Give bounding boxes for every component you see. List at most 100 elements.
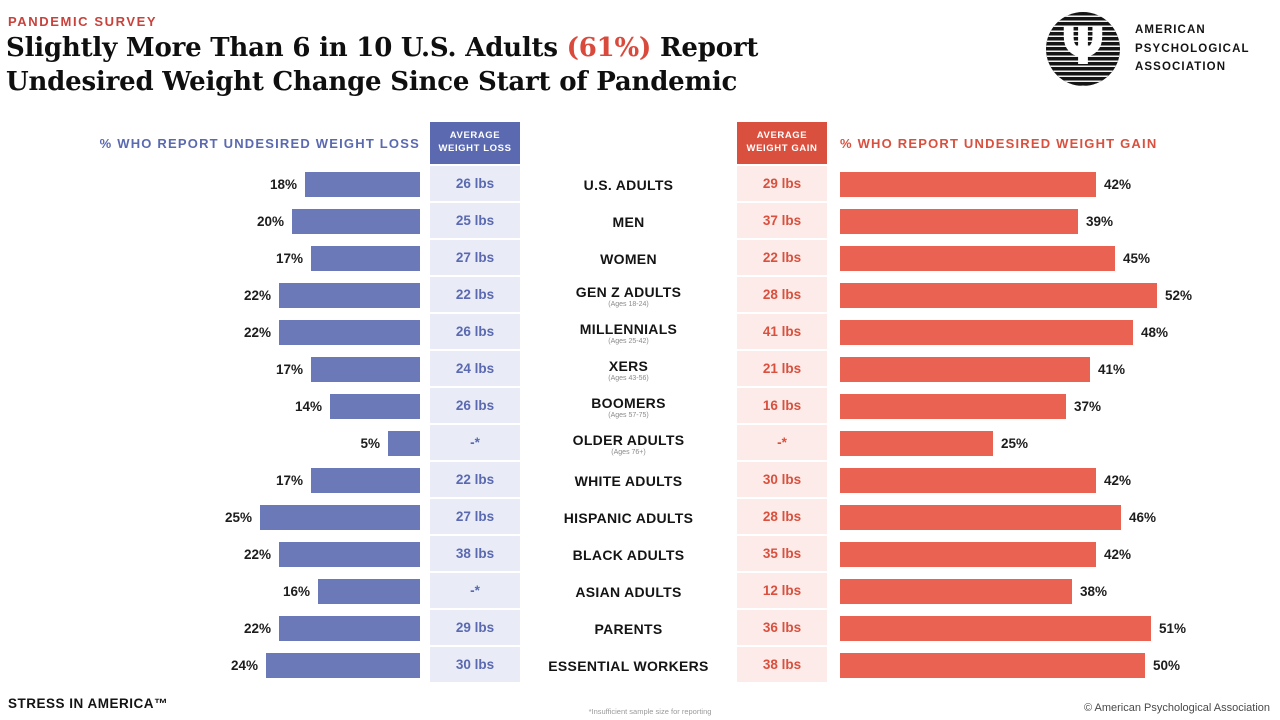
- gain-bar: [840, 431, 993, 456]
- avg-gain-value: 41 lbs: [762, 324, 802, 339]
- category-cell: PARENTS: [520, 621, 737, 637]
- weight-loss-zone: 14%: [0, 394, 420, 419]
- logo-stripes-decoration: [1046, 12, 1120, 86]
- chart-row: 16% -* ASIAN ADULTS 12 lbs 38%: [0, 573, 1280, 610]
- avg-loss-value: -*: [470, 583, 480, 598]
- gain-bar: [840, 468, 1096, 493]
- weight-gain-zone: 37%: [827, 394, 1280, 419]
- loss-percent-label: 25%: [224, 510, 252, 525]
- avg-gain-cell: 22 lbs: [737, 240, 827, 277]
- avg-weight-loss-header: AVERAGE WEIGHT LOSS: [430, 122, 520, 164]
- category-cell: U.S. ADULTS: [520, 177, 737, 193]
- title-pre: Slightly More Than 6 in 10 U.S. Adults: [6, 33, 567, 63]
- avg-loss-value: 27 lbs: [455, 250, 495, 265]
- chart-row: 17% 22 lbs WHITE ADULTS 30 lbs 42%: [0, 462, 1280, 499]
- gain-bar: [840, 320, 1133, 345]
- gain-percent-label: 45%: [1123, 251, 1151, 266]
- gain-bar: [840, 616, 1151, 641]
- weight-loss-zone: 16%: [0, 579, 420, 604]
- avg-gain-value: 28 lbs: [762, 509, 802, 524]
- weight-gain-zone: 46%: [827, 505, 1280, 530]
- avg-gain-cell: 21 lbs: [737, 351, 827, 388]
- gain-percent-label: 37%: [1074, 399, 1102, 414]
- loss-percent-label: 17%: [275, 473, 303, 488]
- weight-gain-zone: 41%: [827, 357, 1280, 382]
- avg-weight-gain-header: AVERAGE WEIGHT GAIN: [737, 122, 827, 164]
- gain-bar: [840, 653, 1145, 678]
- avg-gain-cell: 30 lbs: [737, 462, 827, 499]
- avg-gain-cell: 41 lbs: [737, 314, 827, 351]
- avg-loss-cell: -*: [430, 425, 520, 462]
- category-cell: MEN: [520, 214, 737, 230]
- avg-gain-value: 16 lbs: [762, 398, 802, 413]
- gain-percent-label: 48%: [1141, 325, 1169, 340]
- diverging-bar-chart: % WHO REPORT UNDESIRED WEIGHT LOSS AVERA…: [0, 122, 1280, 684]
- weight-loss-zone: 5%: [0, 431, 420, 456]
- avg-gain-cell: 16 lbs: [737, 388, 827, 425]
- avg-gain-value: 30 lbs: [762, 472, 802, 487]
- gain-bar: [840, 579, 1072, 604]
- apa-psi-icon: Ψ: [1046, 12, 1120, 86]
- weight-gain-zone: 51%: [827, 616, 1280, 641]
- apa-logo: Ψ AMERICAN PSYCHOLOGICAL ASSOCIATION: [1046, 12, 1250, 86]
- weight-gain-zone: 39%: [827, 209, 1280, 234]
- loss-bar: [305, 172, 420, 197]
- chart-row: 22% 26 lbs MILLENNIALS (Ages 25-42) 41 l…: [0, 314, 1280, 351]
- weight-gain-zone: 50%: [827, 653, 1280, 678]
- loss-percent-label: 17%: [275, 362, 303, 377]
- chart-header-row: % WHO REPORT UNDESIRED WEIGHT LOSS AVERA…: [0, 122, 1280, 164]
- weight-loss-zone: 24%: [0, 653, 420, 678]
- avg-gain-value: 21 lbs: [762, 361, 802, 376]
- avg-gain-cell: 29 lbs: [737, 166, 827, 203]
- gain-percent-label: 25%: [1001, 436, 1029, 451]
- category-cell: ESSENTIAL WORKERS: [520, 658, 737, 674]
- loss-bar: [311, 246, 420, 271]
- gain-bar: [840, 394, 1066, 419]
- avg-loss-value: 27 lbs: [455, 509, 495, 524]
- avg-loss-cell: 27 lbs: [430, 499, 520, 536]
- category-label: ASIAN ADULTS: [575, 583, 682, 600]
- avg-gain-value: 37 lbs: [762, 213, 802, 228]
- avg-loss-cell: 38 lbs: [430, 536, 520, 573]
- title-highlight: (61%): [566, 33, 652, 63]
- loss-bar: [279, 616, 420, 641]
- loss-bar: [279, 320, 420, 345]
- avg-gain-value: -*: [777, 435, 787, 450]
- weight-gain-zone: 25%: [827, 431, 1280, 456]
- page-title: Slightly More Than 6 in 10 U.S. Adults (…: [6, 32, 758, 100]
- chart-row: 22% 22 lbs GEN Z ADULTS (Ages 18-24) 28 …: [0, 277, 1280, 314]
- avg-loss-value: 22 lbs: [455, 287, 495, 302]
- avg-loss-value: 26 lbs: [455, 324, 495, 339]
- category-age-range: (Ages 76+): [611, 448, 646, 456]
- avg-loss-value: 22 lbs: [455, 472, 495, 487]
- chart-row: 17% 24 lbs XERS (Ages 43-56) 21 lbs 41%: [0, 351, 1280, 388]
- weight-loss-zone: 22%: [0, 542, 420, 567]
- chart-row: 22% 38 lbs BLACK ADULTS 35 lbs 42%: [0, 536, 1280, 573]
- apa-wordmark-line2: PSYCHOLOGICAL: [1135, 42, 1250, 55]
- avg-gain-value: 35 lbs: [762, 546, 802, 561]
- category-cell: WOMEN: [520, 251, 737, 267]
- category-label: WOMEN: [600, 250, 657, 267]
- category-label: GEN Z ADULTS: [575, 283, 682, 300]
- category-cell: OLDER ADULTS (Ages 76+): [520, 432, 737, 456]
- avg-loss-cell: 26 lbs: [430, 388, 520, 425]
- weight-loss-zone: 18%: [0, 172, 420, 197]
- gain-bar: [840, 172, 1096, 197]
- loss-percent-label: 20%: [256, 214, 284, 229]
- chart-row: 18% 26 lbs U.S. ADULTS 29 lbs 42%: [0, 166, 1280, 203]
- weight-gain-zone: 42%: [827, 172, 1280, 197]
- loss-bar: [279, 283, 420, 308]
- chart-row: 20% 25 lbs MEN 37 lbs 39%: [0, 203, 1280, 240]
- apa-wordmark: AMERICAN PSYCHOLOGICAL ASSOCIATION: [1135, 21, 1250, 76]
- weight-loss-zone: 17%: [0, 246, 420, 271]
- category-label: HISPANIC ADULTS: [563, 509, 694, 526]
- category-label: XERS: [608, 357, 649, 374]
- gain-bar: [840, 505, 1121, 530]
- gain-bar: [840, 542, 1096, 567]
- avg-loss-cell: 24 lbs: [430, 351, 520, 388]
- category-age-range: (Ages 18-24): [608, 300, 649, 308]
- gain-percent-label: 42%: [1104, 547, 1132, 562]
- category-label: U.S. ADULTS: [583, 176, 674, 193]
- category-label: MILLENNIALS: [579, 320, 678, 337]
